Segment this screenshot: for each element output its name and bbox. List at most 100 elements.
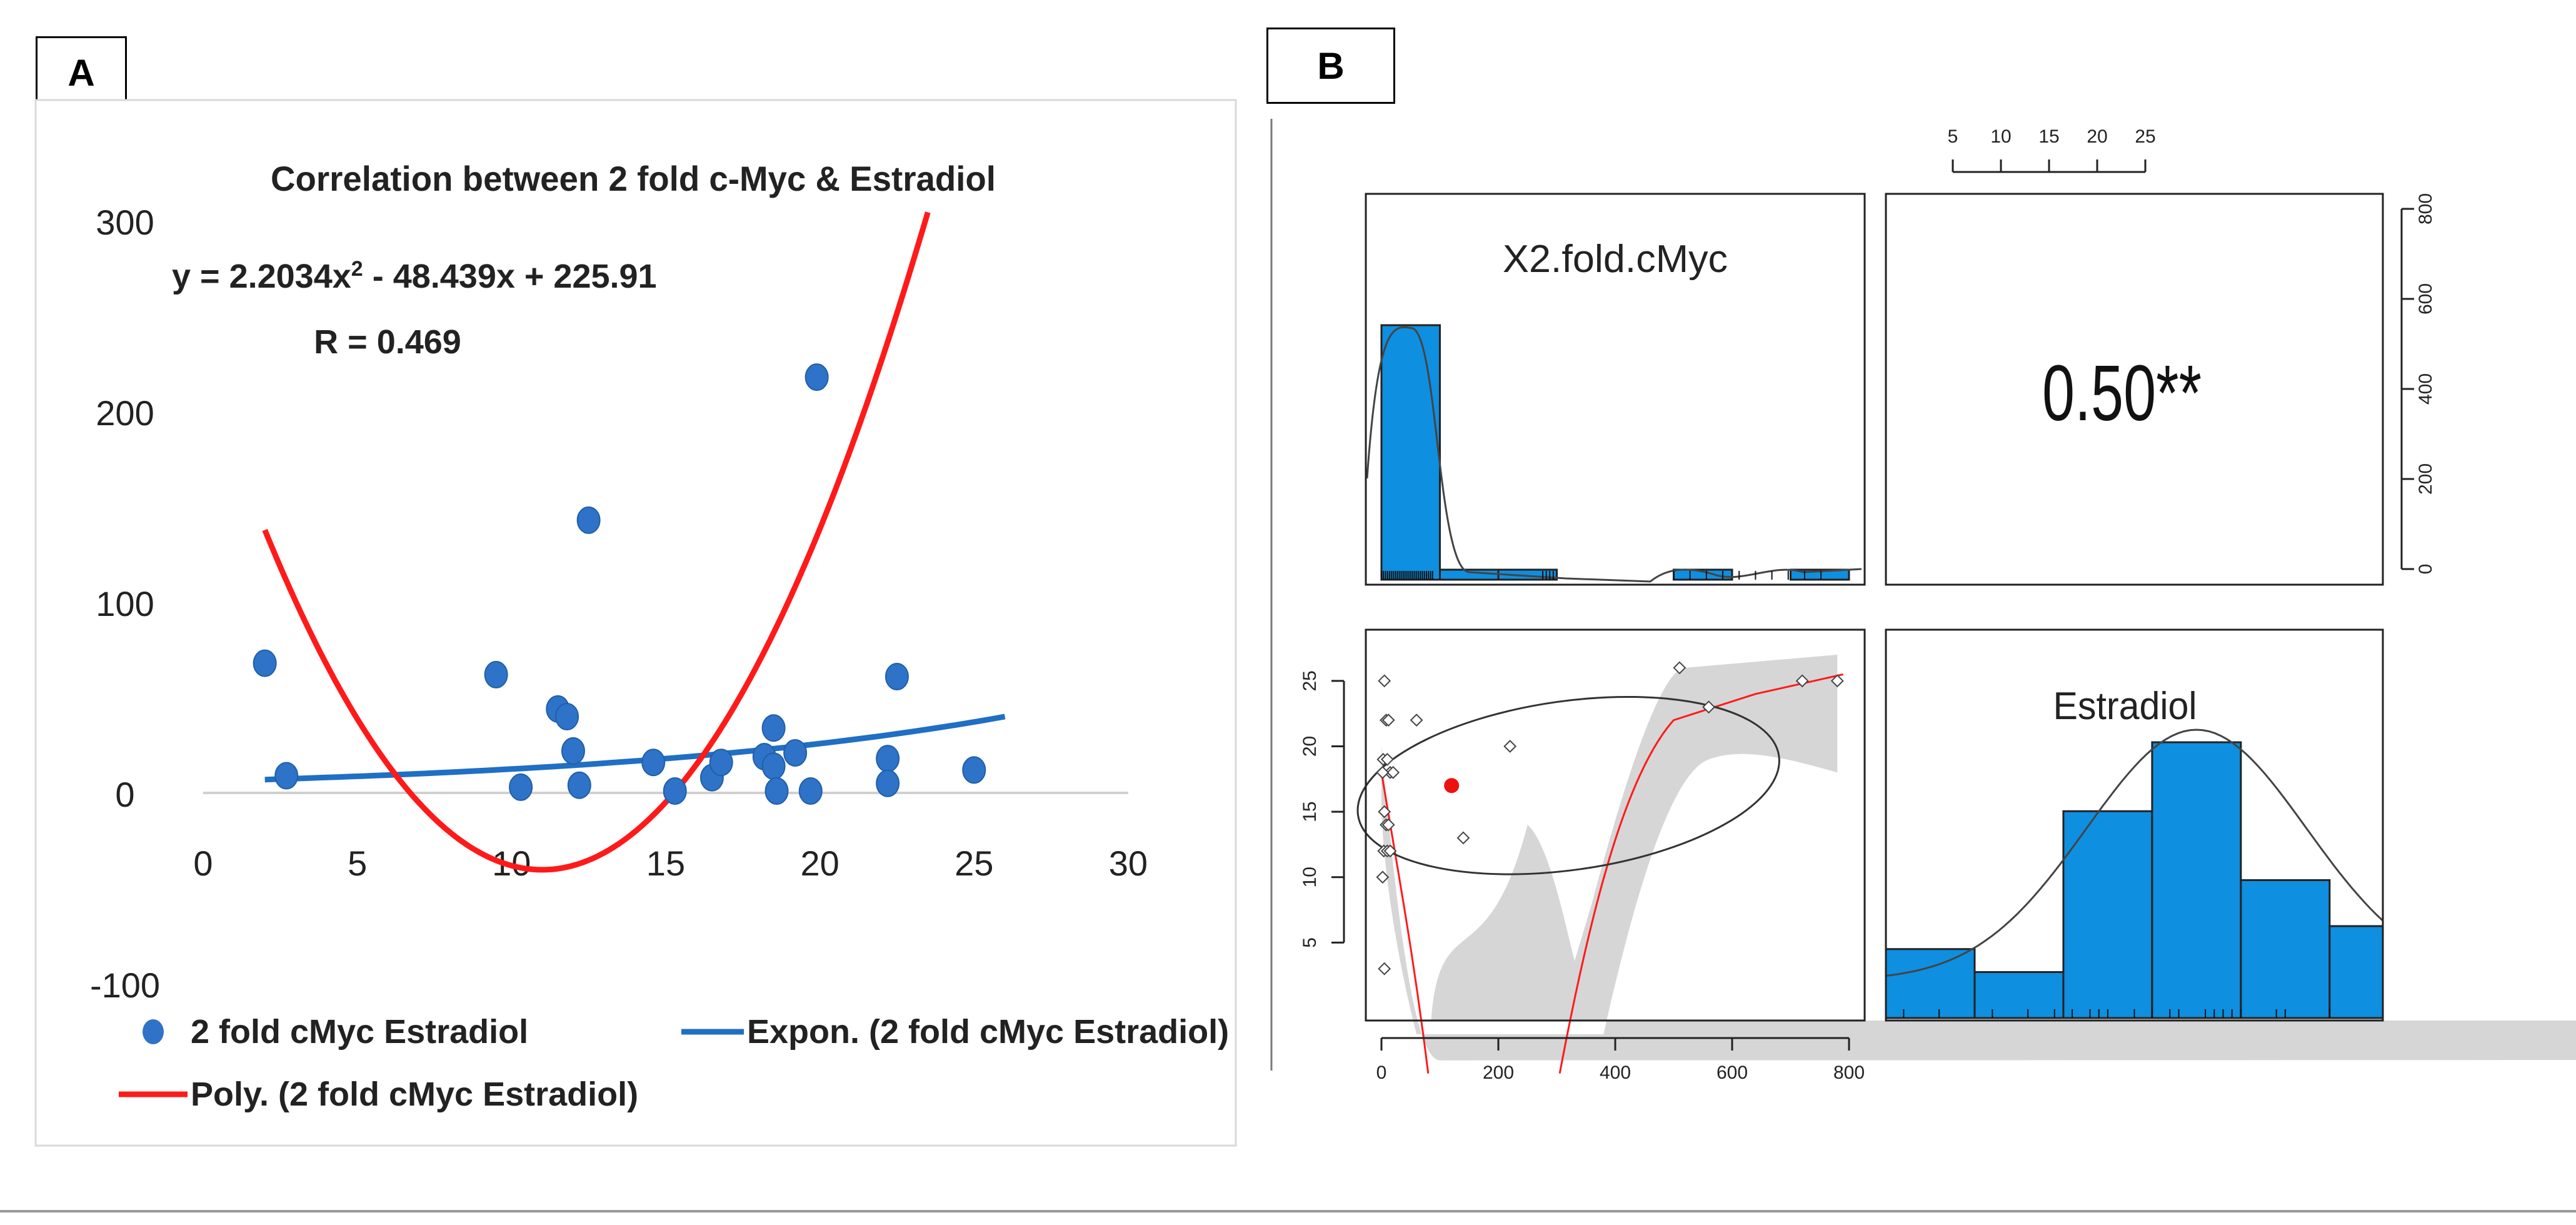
data-point (798, 777, 823, 805)
estradiol-hist-bar (2240, 879, 2331, 1019)
loess-confidence-band (1381, 655, 2576, 1061)
scatter-point (1830, 674, 1844, 688)
x-tick-label: 5 (348, 844, 367, 883)
estradiol-normal-curve (1885, 728, 2384, 977)
poly-trendline (262, 211, 931, 873)
right-axis-label: 200 (2415, 463, 2436, 495)
cmyc-hist-bar (1380, 324, 1441, 581)
scatter-point (1410, 713, 1423, 727)
left-axis-label: 25 (1300, 670, 1320, 691)
legend-scatter-marker (143, 1019, 164, 1044)
data-point (509, 773, 533, 801)
loess-line-left (1380, 772, 1430, 1074)
mean-point (1444, 778, 1460, 794)
scatter-point (1795, 674, 1809, 688)
right-axis-label: 400 (2415, 373, 2436, 405)
chart-title: Correlation between 2 fold c-Myc & Estra… (271, 159, 996, 198)
var2-label: Estradiol (2053, 685, 2197, 728)
scatter-panel (1365, 628, 1866, 1022)
scatter-point (1673, 661, 1686, 675)
scatter-point (1376, 870, 1390, 884)
scatter-point (1386, 765, 1400, 779)
expon-trendline (264, 713, 1006, 783)
data-point (274, 762, 299, 790)
estradiol-hist-bar (2062, 810, 2153, 1019)
x-tick-label: 25 (955, 844, 993, 883)
scatter-point (1702, 700, 1716, 714)
scatter-point (1383, 844, 1397, 858)
estradiol-hist-bar (1973, 971, 2065, 1019)
right-axis-label: 800 (2415, 193, 2436, 224)
scatter-point (1378, 962, 1391, 975)
left-axis-label: 20 (1300, 736, 1320, 757)
scatter-point (1381, 818, 1395, 832)
legend-expon-label: Expon. (2 fold cMyc Estradiol) (747, 1013, 1229, 1051)
left-axis-label: 10 (1300, 867, 1320, 887)
scatter-point (1503, 740, 1517, 753)
data-point (761, 714, 786, 742)
y-tick-label: 300 (96, 203, 154, 242)
cmyc-hist-panel (1365, 193, 1866, 586)
top-axis-label: 20 (2087, 126, 2107, 147)
bottom-divider (0, 1210, 2576, 1212)
data-point (876, 745, 900, 773)
top-axis-label: 15 (2038, 126, 2059, 147)
y-tick-label: 0 (115, 775, 134, 814)
data-point (253, 649, 277, 677)
legend-scatter-label: 2 fold cMyc Estradiol (191, 1013, 528, 1051)
x-tick-label: 0 (193, 844, 213, 883)
data-point (567, 771, 591, 799)
data-point (561, 737, 585, 765)
scatter-point (1378, 674, 1391, 688)
data-point (876, 769, 900, 797)
x-tick-label: 20 (800, 844, 839, 883)
x-tick-label: 15 (646, 844, 685, 883)
panel-b-label: B (1266, 28, 1395, 104)
right-axis-label: 600 (2415, 283, 2436, 315)
loess-line-right (1558, 673, 1843, 1074)
cmyc-density-curve (1366, 326, 1862, 583)
estradiol-hist-bar (2151, 741, 2242, 1019)
scatter-point (1456, 831, 1470, 845)
cmyc-hist-bar (1439, 568, 1500, 581)
legend-poly-label: Poly. (2 fold cMyc Estradiol) (191, 1076, 638, 1113)
bottom-axis-label: 200 (1483, 1062, 1514, 1083)
data-point (804, 363, 829, 391)
y-tick-label: -100 (90, 965, 160, 1005)
top-axis-label: 5 (1948, 126, 1958, 147)
y-tick-label: 200 (96, 393, 154, 433)
panel-a-frame (34, 99, 1237, 1147)
correlation-ellipse (1356, 695, 1780, 875)
scatter-point (1378, 805, 1391, 819)
scatter-point (1380, 752, 1394, 766)
panel-a-chart: Correlation between 2 fold c-Myc & Estra… (90, 159, 1229, 1113)
top-axis-label: 25 (2135, 126, 2155, 147)
scatter-point (1381, 713, 1395, 727)
data-point (962, 756, 986, 784)
data-point (576, 506, 601, 534)
bottom-axis-label: 400 (1600, 1062, 1631, 1083)
data-point (484, 660, 508, 688)
r-value-label: R = 0.469 (314, 323, 461, 361)
data-point (761, 752, 786, 780)
estradiol-hist-bar (1885, 948, 1976, 1019)
bottom-axis-label: 600 (1716, 1062, 1748, 1083)
scatter-point (1376, 765, 1390, 779)
bottom-axis-label: 800 (1833, 1062, 1865, 1083)
estradiol-hist-panel (1885, 628, 2384, 1022)
estradiol-hist-bar (2328, 925, 2384, 1019)
trend-equation: y = 2.2034x2 - 48.439x + 225.91 (172, 257, 657, 295)
correlation-panel (1885, 193, 2384, 586)
data-point (555, 703, 579, 730)
y-tick-label: 100 (96, 584, 154, 623)
panel-a-label: A (36, 36, 127, 109)
x-tick-label: 30 (1109, 844, 1148, 883)
data-point (764, 777, 789, 805)
data-point (641, 749, 666, 777)
right-axis-label: 0 (2415, 564, 2436, 575)
data-point (783, 739, 808, 767)
top-axis-label: 10 (1990, 126, 2011, 147)
bottom-axis-label: 0 (1376, 1062, 1387, 1083)
